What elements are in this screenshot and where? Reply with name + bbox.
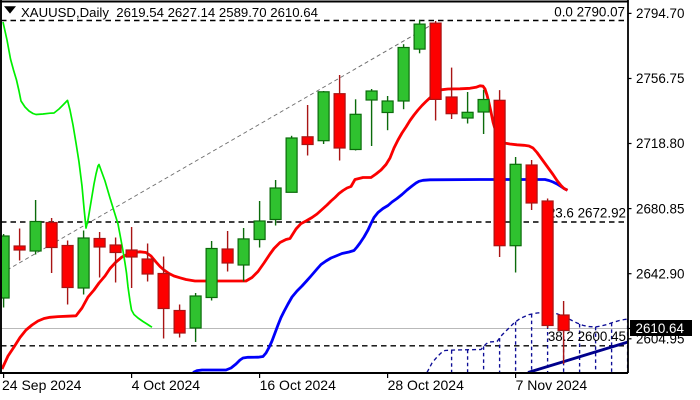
svg-text:2794.70: 2794.70 <box>636 6 684 21</box>
svg-text:XAUUSD,Daily 2619.54 2627.14: XAUUSD,Daily 2619.54 2627.14 2589.70 261… <box>21 5 318 20</box>
svg-text:24 Sep 2024: 24 Sep 2024 <box>2 377 82 393</box>
svg-text:0.0 2790.07: 0.0 2790.07 <box>554 5 625 20</box>
svg-text:7 Nov 2024: 7 Nov 2024 <box>516 377 588 393</box>
svg-text:2610.64: 2610.64 <box>636 321 685 336</box>
svg-text:2642.90: 2642.90 <box>636 266 684 281</box>
svg-text:38.2 2600.45: 38.2 2600.45 <box>548 329 626 344</box>
svg-text:28 Oct 2024: 28 Oct 2024 <box>388 377 464 393</box>
svg-text:2680.85: 2680.85 <box>636 201 684 216</box>
svg-text:23.6 2672.92: 23.6 2672.92 <box>548 205 626 220</box>
svg-text:2756.75: 2756.75 <box>636 71 684 86</box>
svg-text:16 Oct 2024: 16 Oct 2024 <box>260 377 336 393</box>
svg-text:4 Oct 2024: 4 Oct 2024 <box>132 377 201 393</box>
svg-text:2718.80: 2718.80 <box>636 136 684 151</box>
